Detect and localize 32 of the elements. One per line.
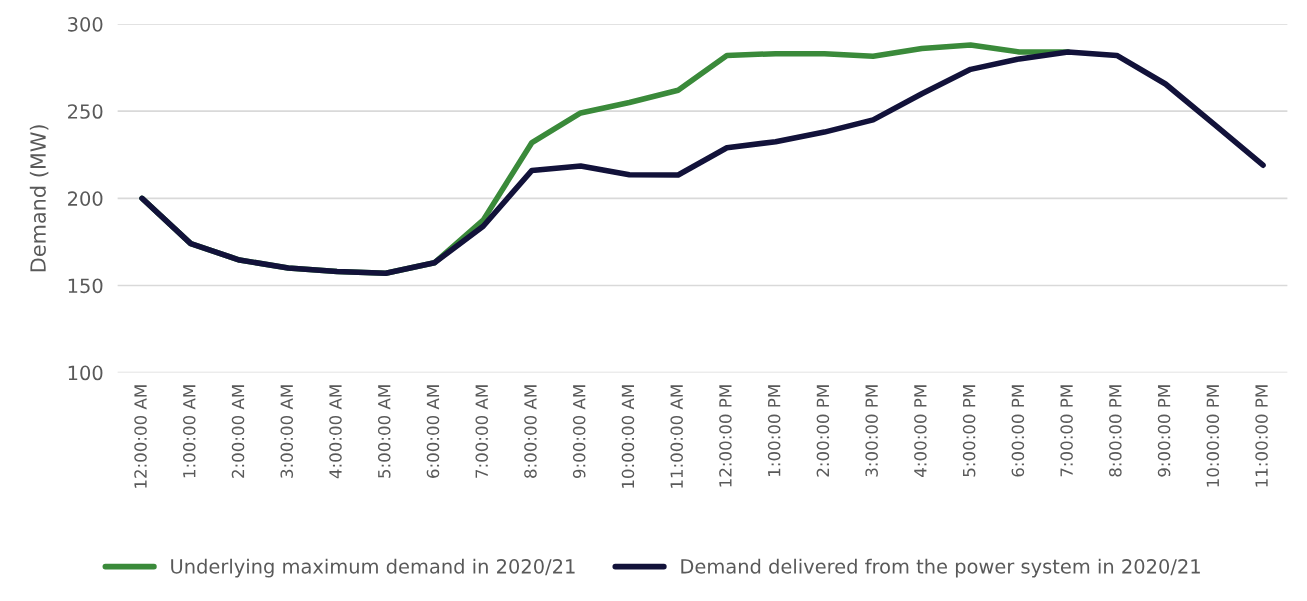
y-axis-title: Demand (MW) [29, 125, 49, 272]
x-tick-label: 1:00:00 AM [182, 385, 196, 478]
x-tick-label: 7:00:00 PM [1060, 385, 1073, 477]
x-tick-label: 10:00:00 PM [1206, 385, 1220, 487]
x-tick-label: 4:00:00 PM [914, 385, 927, 477]
x-tick-label: 10:00:00 AM [621, 385, 635, 488]
x-tick-label: 12:00:00 PM [719, 385, 732, 487]
y-tick-label: 300 [68, 17, 103, 32]
legend-label: Underlying maximum demand in 2020/21 [171, 558, 575, 578]
x-tick-label: 9:00:00 AM [572, 385, 586, 479]
y-tick-label: 150 [68, 278, 103, 294]
x-tick-label: 11:00:00 AM [670, 385, 683, 488]
x-tick-label: 11:00:00 PM [1255, 385, 1268, 487]
legend-label: Demand delivered from the power system in 2020/21 [681, 558, 1200, 578]
x-tick-label: 5:00:00 PM [962, 385, 976, 477]
y-tick-label: 250 [68, 104, 103, 119]
x-tick-label: 2:00:00 PM [816, 385, 830, 477]
x-tick-label: 3:00:00 AM [280, 385, 294, 478]
x-tick-label: 3:00:00 PM [865, 385, 878, 477]
y-tick-label: 200 [68, 191, 103, 206]
x-tick-label: 6:00:00 AM [426, 385, 440, 478]
x-tick-label: 2:00:00 AM [231, 385, 245, 478]
x-tick-label: 1:00:00 PM [767, 385, 781, 476]
x-tick-label: 8:00:00 PM [1109, 385, 1122, 477]
y-tick-label: 100 [68, 365, 103, 381]
x-tick-label: 4:00:00 AM [329, 385, 342, 479]
x-tick-label: 5:00:00 AM [377, 385, 391, 478]
x-tick-label: 8:00:00 AM [524, 385, 537, 478]
x-tick-label: 7:00:00 AM [475, 385, 489, 478]
x-tick-label: 12:00:00 AM [134, 385, 147, 488]
x-tick-label: 9:00:00 PM [1157, 385, 1171, 477]
x-tick-label: 6:00:00 PM [1011, 385, 1025, 477]
